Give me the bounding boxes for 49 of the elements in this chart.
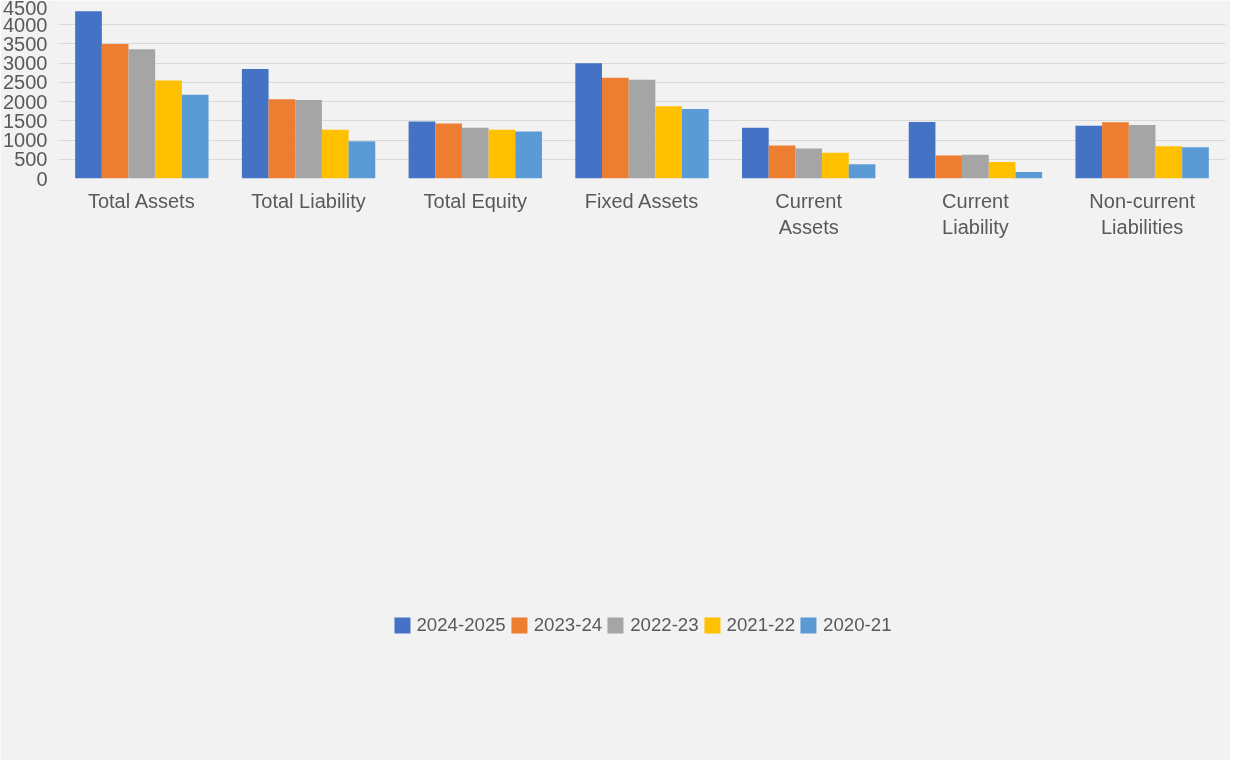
bar xyxy=(628,79,656,179)
x-tick-label: Total Equity xyxy=(423,189,527,212)
bar xyxy=(768,145,796,179)
bar xyxy=(1075,125,1103,179)
bar xyxy=(1015,171,1043,179)
y-tick-label: 4500 xyxy=(3,0,48,19)
bar xyxy=(742,127,769,179)
bar xyxy=(295,100,322,179)
x-tick-label: Total Assets xyxy=(87,189,195,212)
bar xyxy=(1182,147,1209,179)
bar xyxy=(1155,146,1183,179)
bar xyxy=(1102,122,1129,179)
bar xyxy=(408,121,436,179)
bar xyxy=(321,129,349,179)
bar xyxy=(848,164,876,179)
bar xyxy=(435,123,462,179)
bar xyxy=(155,80,182,179)
legend-label: 2024-2025 xyxy=(416,613,506,636)
x-tick-label: Total Liability xyxy=(251,189,366,212)
x-tick-label: Current Liability xyxy=(942,189,1010,238)
bar xyxy=(101,43,129,179)
bar xyxy=(241,68,269,179)
bar xyxy=(181,94,209,179)
bar xyxy=(515,131,542,179)
bar xyxy=(935,155,963,179)
bar xyxy=(655,106,683,179)
bar xyxy=(488,129,516,179)
bar xyxy=(268,99,296,179)
bar xyxy=(575,63,602,179)
bar xyxy=(795,148,823,179)
bar xyxy=(682,108,709,179)
bar xyxy=(988,161,1016,179)
bar xyxy=(128,49,156,179)
x-tick-label: Non-current Liabilities xyxy=(1089,189,1196,238)
bar xyxy=(461,127,489,179)
y-tick-label: 3500 xyxy=(3,32,48,55)
x-tick-label: Current Assets xyxy=(775,189,843,238)
legend-label: 2022-23 xyxy=(630,613,699,636)
legend-label: 2020-21 xyxy=(823,613,892,636)
legend-label: 2021-22 xyxy=(726,613,796,636)
bar xyxy=(348,141,376,179)
bar xyxy=(601,77,629,179)
legend-label: 2023-24 xyxy=(533,613,603,636)
bar xyxy=(908,121,936,179)
bar xyxy=(1128,125,1156,179)
bar xyxy=(75,11,102,179)
bar xyxy=(822,152,849,179)
x-tick-label: Fixed Assets xyxy=(584,189,699,212)
bar xyxy=(962,154,989,179)
